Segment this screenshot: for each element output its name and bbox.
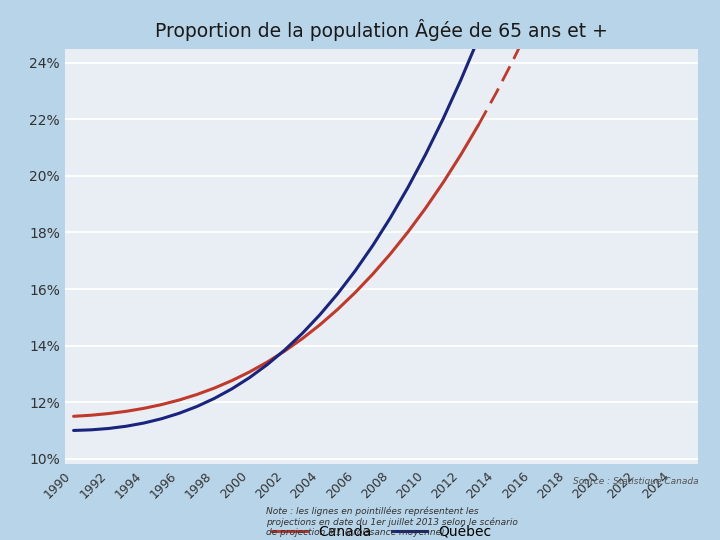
Text: Note : les lignes en pointillées représentent les
projections en date du 1er jui: Note : les lignes en pointillées représe…: [266, 507, 518, 537]
Legend: Canada, Québec: Canada, Québec: [266, 519, 497, 540]
Title: Proportion de la population Âgée de 65 ans et +: Proportion de la population Âgée de 65 a…: [156, 19, 608, 42]
Text: Source : Statistique Canada: Source : Statistique Canada: [573, 477, 698, 486]
